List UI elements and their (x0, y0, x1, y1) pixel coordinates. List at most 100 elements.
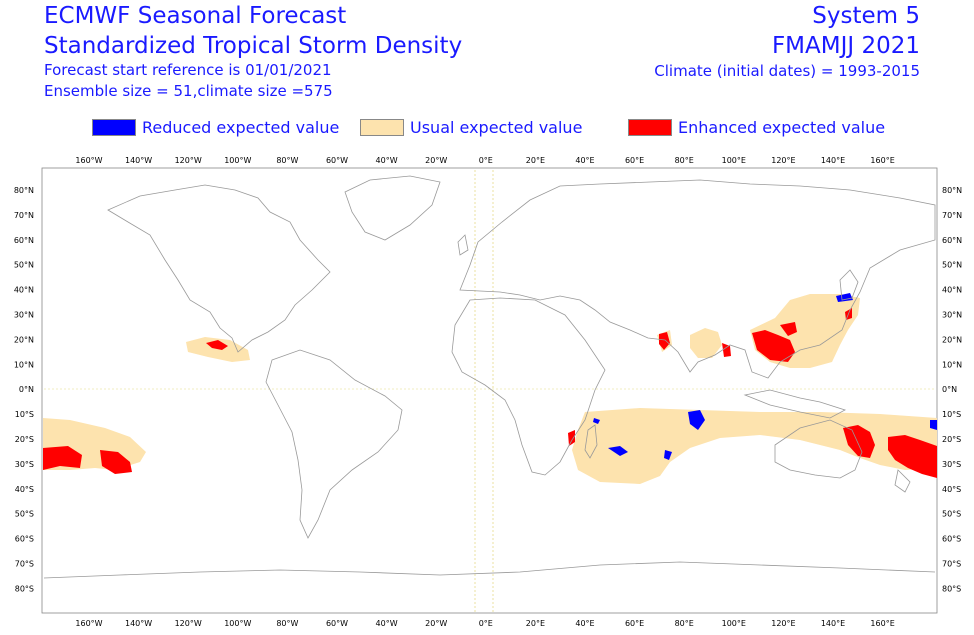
axis-left: 80°N 70°N 60°N 50°N 40°N 30°N 20°N 10°N 0°N 10°S 2… (14, 186, 34, 593)
longitude-tick-label: 20°W (425, 619, 447, 628)
longitude-tick-label: 100°E (722, 156, 746, 165)
title-line2: Standardized Tropical Storm Density (44, 33, 463, 59)
latitude-tick-label: 70°N (942, 211, 962, 220)
latitude-tick-label: 60°S (942, 535, 961, 544)
legend-swatch-reduced (92, 118, 136, 136)
coast-uk (457, 234, 469, 256)
reduced-seychelles (593, 418, 600, 424)
latitude-tick-label: 30°S (15, 460, 34, 469)
coast-greenland (344, 175, 441, 241)
longitude-tick-label: 60°E (625, 619, 644, 628)
latitude-tick-label: 70°S (942, 560, 961, 569)
coast-europe-asia (459, 179, 936, 379)
longitude-tick-label: 60°W (326, 619, 348, 628)
longitude-tick-label: 100°E (722, 619, 746, 628)
axis-right: 80°N 70°N 60°N 50°N 40°N 30°N 20°N 10°N 0°N 10°S 2… (942, 186, 962, 593)
climate-dates: Climate (initial dates) = 1993-2015 (654, 62, 920, 80)
coast-south-america (265, 349, 403, 539)
latitude-tick-label: 70°N (14, 211, 34, 220)
latitude-tick-label: 50°N (14, 261, 34, 270)
longitude-tick-label: 80°E (675, 619, 694, 628)
latitude-tick-label: 40°N (942, 286, 962, 295)
latitude-tick-label: 70°S (15, 560, 34, 569)
reduced-mascarene (608, 446, 628, 456)
axis-bottom: 160°W 140°W 120°W 100°W 80°W 60°W 40°W 20°W 0°E 2… (75, 619, 894, 628)
coast-madagascar (584, 424, 598, 459)
latitude-tick-label: 0°N (942, 385, 957, 394)
latitude-tick-label: 40°S (15, 485, 34, 494)
latitude-tick-label: 30°N (14, 311, 34, 320)
enhanced-arabian-sea (659, 332, 670, 350)
world-map: 160°W 140°W 120°W 100°W 80°W 60°W 40°W 20°W 0°E 2… (14, 156, 962, 628)
enhanced-south-pacific-2 (100, 450, 132, 474)
coast-north-america (107, 184, 331, 353)
coast-indonesia (743, 389, 847, 419)
longitude-tick-label: 120°W (175, 156, 202, 165)
latitude-tick-label: 60°N (14, 236, 34, 245)
legend-item-reduced: Reduced expected value (92, 116, 339, 138)
ensemble-size: Ensemble size = 51,climate size =575 (44, 82, 333, 100)
legend: Reduced expected value Usual expected va… (0, 116, 974, 140)
longitude-tick-label: 100°W (224, 156, 251, 165)
longitude-tick-label: 120°E (771, 156, 795, 165)
longitude-tick-label: 20°E (526, 619, 545, 628)
coastlines (43, 175, 936, 579)
latitude-tick-label: 60°N (942, 236, 962, 245)
coast-antarctica (43, 561, 936, 579)
enhanced-south-pacific-east (888, 435, 937, 478)
longitude-tick-label: 140°E (821, 156, 845, 165)
latitude-tick-label: 10°N (14, 360, 34, 369)
longitude-tick-label: 40°W (376, 619, 398, 628)
latitude-tick-label: 20°N (942, 335, 962, 344)
latitude-tick-label: 40°S (942, 485, 961, 494)
latitude-tick-label: 0°N (19, 385, 34, 394)
legend-swatch-usual (360, 118, 404, 136)
latitude-tick-label: 10°N (942, 360, 962, 369)
system-label: System 5 (812, 3, 920, 29)
enhanced-south-pacific-1 (43, 446, 82, 470)
latitude-tick-label: 20°N (14, 335, 34, 344)
latitude-tick-label: 40°N (14, 286, 34, 295)
reduced-japan (836, 293, 853, 302)
longitude-tick-label: 80°E (675, 156, 694, 165)
latitude-tick-label: 80°N (942, 186, 962, 195)
legend-item-enhanced: Enhanced expected value (628, 116, 885, 138)
latitude-tick-label: 20°S (942, 435, 961, 444)
longitude-tick-label: 20°W (425, 156, 447, 165)
longitude-tick-label: 40°E (575, 156, 594, 165)
longitude-tick-label: 60°W (326, 156, 348, 165)
legend-label-reduced: Reduced expected value (142, 117, 340, 137)
latitude-tick-label: 50°S (15, 510, 34, 519)
latitude-tick-label: 20°S (15, 435, 34, 444)
enhanced-bay-of-bengal (722, 343, 731, 357)
latitude-tick-label: 30°S (942, 460, 961, 469)
latitude-tick-label: 10°S (15, 410, 34, 419)
longitude-tick-label: 160°E (870, 156, 894, 165)
legend-item-usual: Usual expected value (360, 116, 582, 138)
enhanced-madagascar (568, 430, 575, 446)
longitude-tick-label: 60°E (625, 156, 644, 165)
enhanced-coral-sea (843, 425, 875, 458)
latitude-tick-label: 10°S (942, 410, 961, 419)
reduced-west-australia (664, 450, 672, 460)
longitude-tick-label: 140°E (821, 619, 845, 628)
coast-australia (774, 419, 863, 479)
longitude-tick-label: 140°W (125, 619, 152, 628)
latitude-tick-label: 30°N (942, 311, 962, 320)
axis-top: 160°W 140°W 120°W 100°W 80°W 60°W 40°W 20°W 0°E 2… (75, 156, 894, 165)
forecast-period: FMAMJJ 2021 (771, 33, 920, 59)
longitude-tick-label: 40°E (575, 619, 594, 628)
longitude-tick-label: 100°W (224, 619, 251, 628)
enhanced-regions (43, 308, 937, 478)
legend-swatch-enhanced (628, 118, 672, 136)
reduced-coral-sea-east (930, 420, 937, 430)
longitude-tick-label: 80°W (276, 156, 298, 165)
reduced-regions (593, 293, 937, 460)
latitude-tick-label: 80°S (942, 584, 961, 593)
longitude-tick-label: 120°W (175, 619, 202, 628)
longitude-tick-label: 160°W (75, 619, 102, 628)
longitude-tick-label: 160°E (870, 619, 894, 628)
longitude-tick-label: 140°W (125, 156, 152, 165)
legend-label-enhanced: Enhanced expected value (678, 117, 886, 137)
enhanced-philippine-sea (780, 322, 797, 336)
